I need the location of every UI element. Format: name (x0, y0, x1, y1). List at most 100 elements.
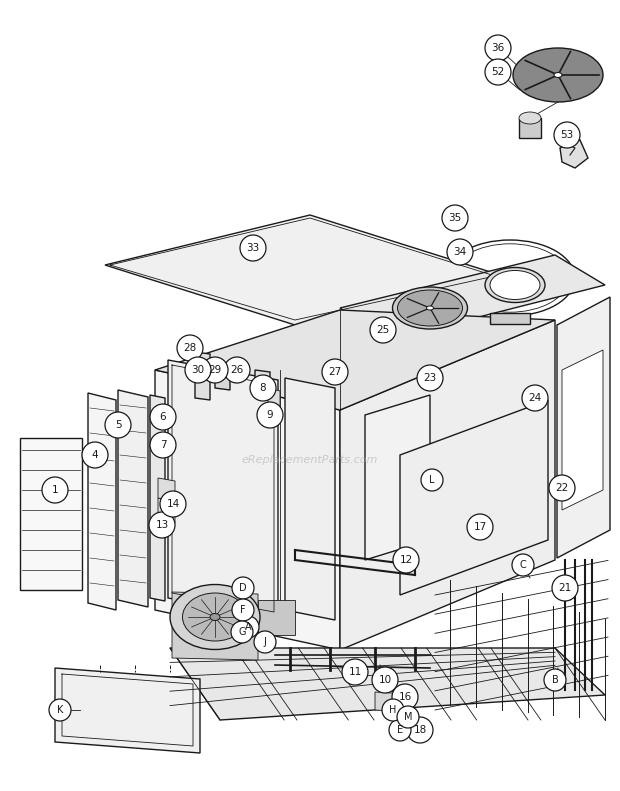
Polygon shape (400, 400, 548, 595)
Circle shape (407, 717, 433, 743)
Circle shape (224, 357, 250, 383)
Text: 29: 29 (208, 365, 221, 375)
Polygon shape (519, 118, 541, 138)
Circle shape (549, 475, 575, 501)
Text: L: L (429, 475, 435, 485)
Circle shape (232, 577, 254, 599)
Text: G: G (238, 627, 246, 637)
Circle shape (105, 412, 131, 438)
Ellipse shape (170, 585, 260, 649)
Ellipse shape (182, 593, 247, 641)
Text: 4: 4 (92, 450, 99, 460)
Text: 7: 7 (160, 440, 166, 450)
Circle shape (342, 659, 368, 685)
Text: 26: 26 (231, 365, 244, 375)
Circle shape (393, 547, 419, 573)
Circle shape (447, 239, 473, 265)
Circle shape (485, 59, 511, 85)
Text: D: D (239, 583, 247, 593)
Text: H: H (389, 705, 397, 715)
Circle shape (240, 235, 266, 261)
Circle shape (544, 669, 566, 691)
Text: 8: 8 (260, 383, 267, 393)
Circle shape (177, 335, 203, 361)
Circle shape (421, 469, 443, 491)
Polygon shape (557, 297, 610, 558)
Text: E: E (397, 725, 403, 735)
Text: C: C (520, 560, 526, 570)
Circle shape (397, 706, 419, 728)
Polygon shape (158, 498, 175, 523)
Circle shape (392, 684, 418, 710)
Text: F: F (240, 605, 246, 615)
Circle shape (185, 357, 211, 383)
Text: 17: 17 (474, 522, 487, 532)
Circle shape (552, 575, 578, 601)
Circle shape (257, 402, 283, 428)
Circle shape (250, 375, 276, 401)
Text: 5: 5 (115, 420, 122, 430)
Text: 35: 35 (448, 213, 462, 223)
Circle shape (389, 719, 411, 741)
Text: B: B (552, 675, 559, 685)
Polygon shape (285, 378, 335, 620)
Text: 22: 22 (556, 483, 569, 493)
Text: 36: 36 (492, 43, 505, 53)
Text: J: J (264, 637, 267, 647)
Polygon shape (155, 310, 555, 410)
Circle shape (49, 699, 71, 721)
Circle shape (485, 35, 511, 61)
Polygon shape (170, 648, 605, 720)
Ellipse shape (397, 290, 463, 326)
Ellipse shape (485, 267, 545, 302)
Circle shape (202, 357, 228, 383)
Text: A: A (245, 622, 251, 632)
Ellipse shape (554, 73, 562, 78)
Text: 18: 18 (414, 725, 427, 735)
Text: K: K (57, 705, 63, 715)
Ellipse shape (506, 268, 524, 278)
Text: 21: 21 (559, 583, 572, 593)
Text: 24: 24 (528, 393, 542, 403)
Circle shape (372, 667, 398, 693)
Polygon shape (560, 140, 588, 168)
Text: 25: 25 (376, 325, 389, 335)
Text: 30: 30 (192, 365, 205, 375)
Text: 23: 23 (423, 373, 436, 383)
Text: M: M (404, 712, 412, 722)
Polygon shape (340, 320, 555, 650)
Ellipse shape (392, 287, 467, 329)
Text: 28: 28 (184, 343, 197, 353)
Polygon shape (562, 350, 603, 510)
Circle shape (150, 432, 176, 458)
Polygon shape (20, 438, 82, 590)
Ellipse shape (427, 306, 433, 310)
Circle shape (232, 599, 254, 621)
Polygon shape (155, 370, 340, 650)
Polygon shape (268, 388, 280, 418)
Circle shape (442, 205, 468, 231)
Polygon shape (105, 215, 500, 325)
Ellipse shape (519, 112, 541, 124)
Polygon shape (365, 395, 430, 560)
Circle shape (237, 616, 259, 638)
Circle shape (160, 491, 186, 517)
Ellipse shape (210, 614, 220, 620)
Circle shape (382, 699, 404, 721)
Polygon shape (195, 352, 210, 400)
Polygon shape (168, 360, 278, 618)
Polygon shape (118, 390, 148, 607)
Polygon shape (215, 368, 230, 390)
Circle shape (522, 385, 548, 411)
Ellipse shape (490, 271, 540, 300)
Circle shape (149, 512, 175, 538)
Circle shape (150, 404, 176, 430)
Polygon shape (88, 393, 116, 610)
Text: 9: 9 (267, 410, 273, 420)
Text: 10: 10 (378, 675, 392, 685)
Polygon shape (172, 592, 258, 660)
Text: 16: 16 (399, 692, 412, 702)
Circle shape (322, 359, 348, 385)
Text: 52: 52 (492, 67, 505, 77)
Text: 34: 34 (453, 247, 467, 257)
